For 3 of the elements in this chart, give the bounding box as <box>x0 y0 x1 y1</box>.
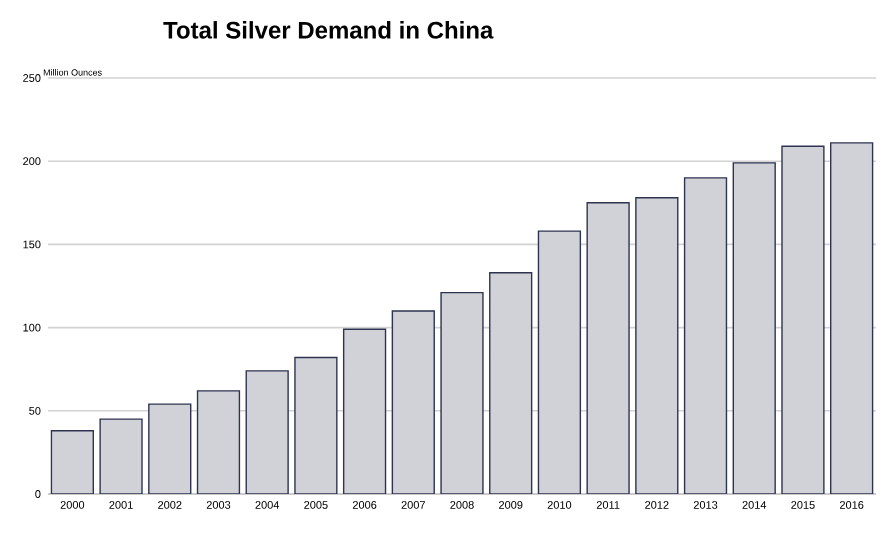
bar <box>99 418 143 494</box>
bar <box>50 430 95 494</box>
chart-title: Total Silver Demand in China <box>163 21 494 39</box>
